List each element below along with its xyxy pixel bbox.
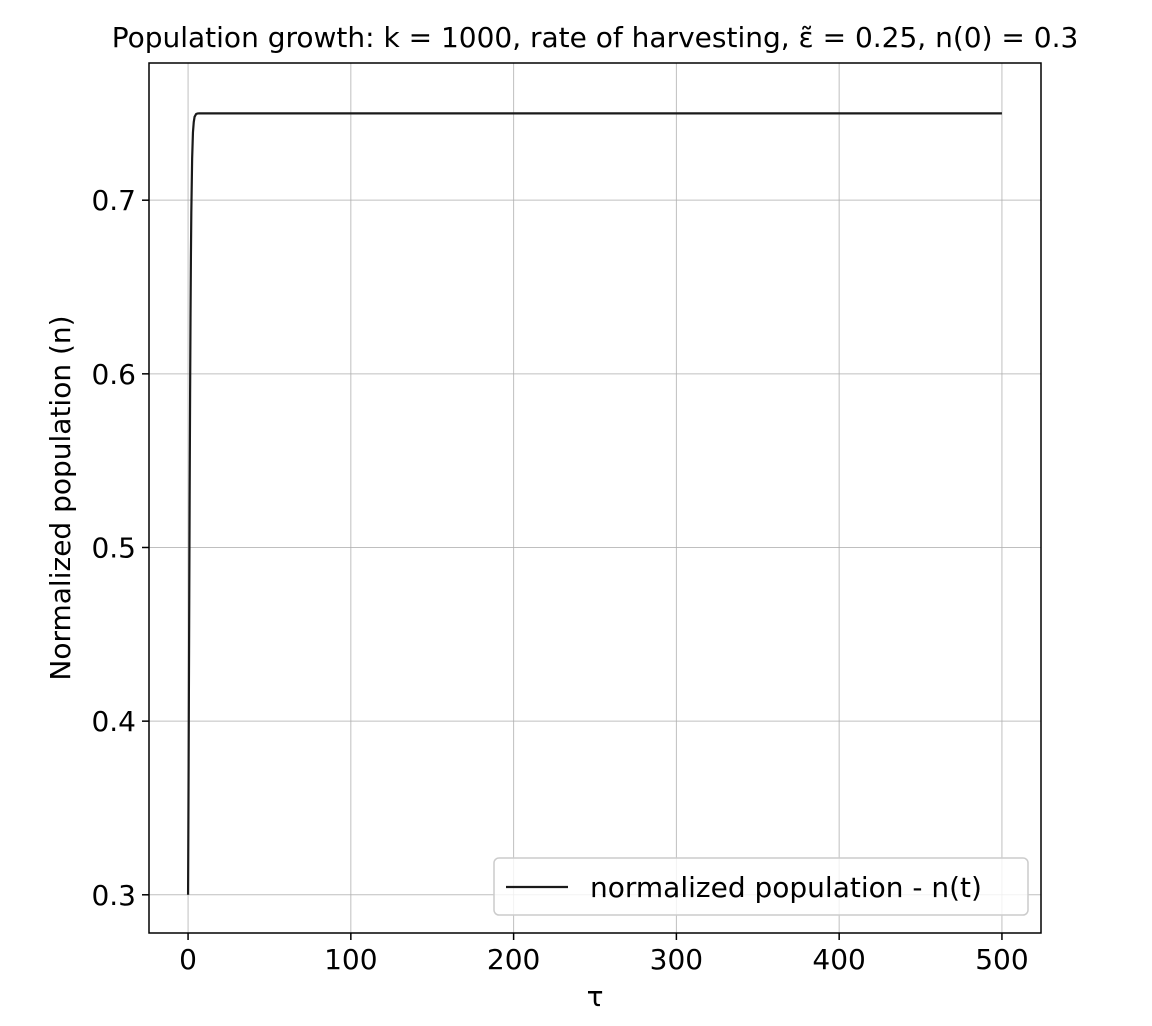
x-tick-label: 300 bbox=[650, 943, 703, 976]
series-layer bbox=[186, 112, 1002, 895]
y-tick-label: 0.6 bbox=[91, 358, 136, 391]
x-tick-label: 200 bbox=[487, 943, 540, 976]
y-tick-label: 0.7 bbox=[91, 184, 136, 217]
x-tick-label: 100 bbox=[324, 943, 377, 976]
y-tick-label: 0.3 bbox=[91, 879, 136, 912]
x-tick-label: 400 bbox=[812, 943, 865, 976]
x-tick-label: 500 bbox=[975, 943, 1028, 976]
y-axis-label: Normalized population (n) bbox=[44, 315, 77, 680]
legend: normalized population - n(t) bbox=[493, 857, 1029, 916]
y-tick-label: 0.4 bbox=[91, 705, 136, 738]
ticks: 0 100 200 300 400 500 0.3 0.4 0.5 0.6 0.7 bbox=[91, 184, 1028, 976]
series-line bbox=[186, 112, 1002, 895]
x-axis-label: τ bbox=[587, 980, 604, 1013]
legend-label: normalized population - n(t) bbox=[590, 871, 982, 904]
y-tick-label: 0.5 bbox=[91, 531, 136, 564]
chart-title: Population growth: k = 1000, rate of har… bbox=[112, 21, 1079, 54]
plot-frame bbox=[148, 62, 1042, 934]
legend-box bbox=[493, 857, 1029, 916]
grid bbox=[149, 63, 1041, 933]
x-tick-label: 0 bbox=[179, 943, 197, 976]
